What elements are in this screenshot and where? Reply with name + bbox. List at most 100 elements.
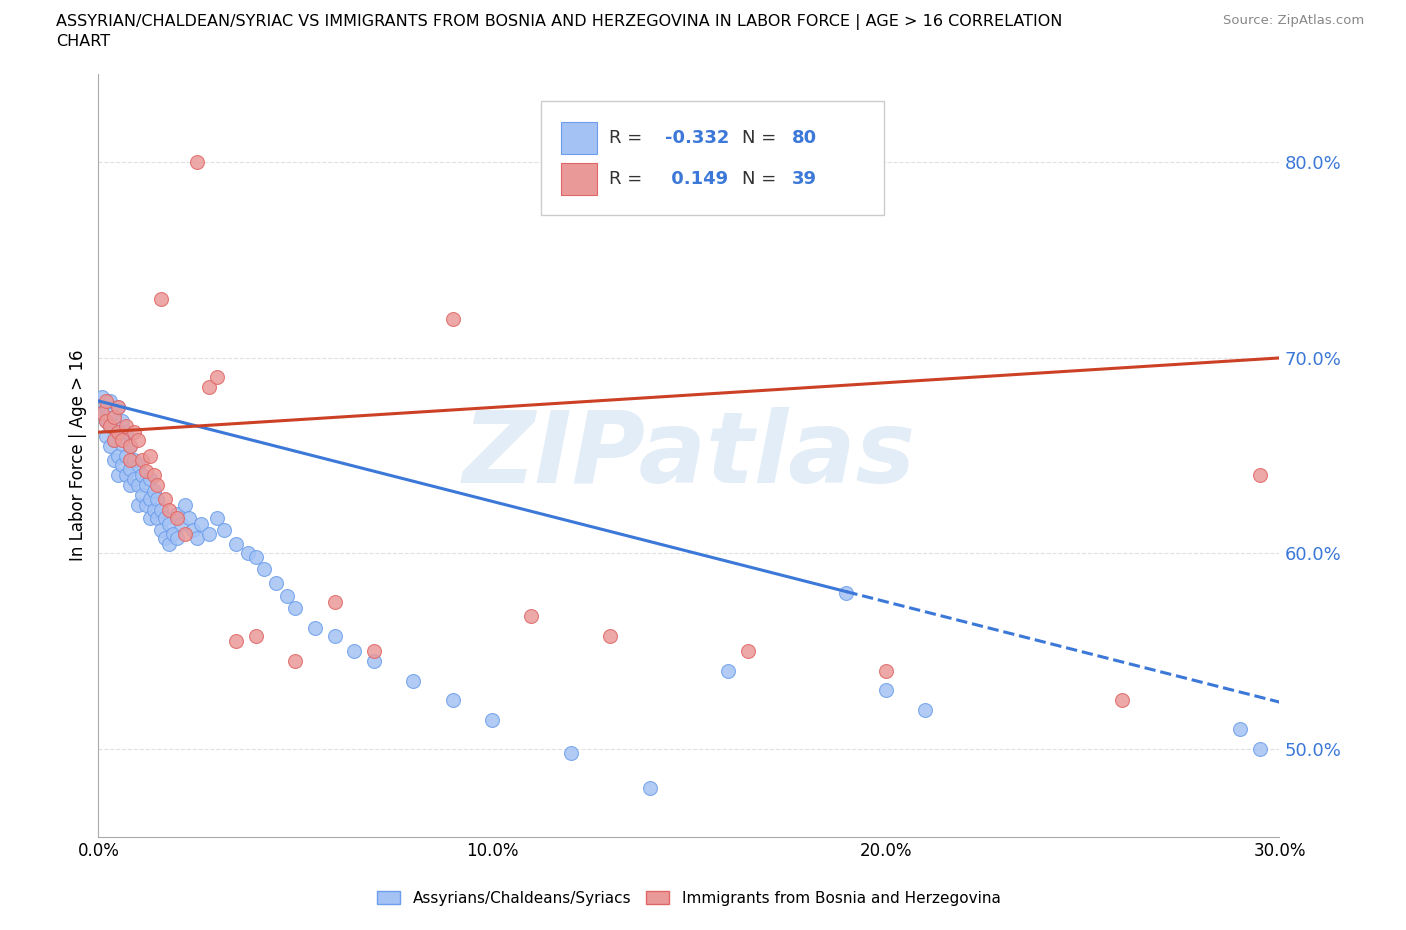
Point — [363, 644, 385, 658]
Point — [186, 530, 208, 545]
Point — [107, 468, 129, 483]
Point — [1111, 693, 1133, 708]
Text: R =: R = — [609, 170, 648, 188]
Y-axis label: In Labor Force | Age > 16: In Labor Force | Age > 16 — [69, 350, 87, 562]
Point — [96, 413, 118, 428]
Point — [115, 425, 138, 440]
Point — [96, 393, 118, 408]
Point — [107, 425, 129, 440]
Point — [402, 673, 425, 688]
Point — [146, 491, 169, 506]
Point — [103, 409, 125, 424]
Point — [107, 399, 129, 414]
Text: Source: ZipAtlas.com: Source: ZipAtlas.com — [1223, 14, 1364, 27]
Point — [638, 780, 661, 795]
Point — [186, 155, 208, 170]
Point — [138, 448, 160, 463]
Point — [599, 628, 621, 643]
Point — [142, 484, 165, 498]
Point — [225, 537, 247, 551]
Text: CHART: CHART — [56, 34, 110, 49]
Point — [127, 478, 149, 493]
Point — [91, 405, 114, 420]
Point — [138, 472, 160, 486]
Point — [304, 620, 326, 635]
Point — [1249, 468, 1271, 483]
Point — [91, 405, 114, 420]
Point — [142, 468, 165, 483]
Point — [111, 432, 134, 447]
FancyBboxPatch shape — [561, 123, 596, 154]
Point — [737, 644, 759, 658]
Point — [323, 595, 346, 610]
Point — [138, 511, 160, 525]
Point — [343, 644, 366, 658]
Point — [170, 517, 193, 532]
Point — [190, 517, 212, 532]
Point — [122, 452, 145, 467]
Point — [103, 409, 125, 424]
Point — [98, 393, 121, 408]
Point — [96, 413, 118, 428]
Text: ZIPatlas: ZIPatlas — [463, 407, 915, 504]
Legend: Assyrians/Chaldeans/Syriacs, Immigrants from Bosnia and Herzegovina: Assyrians/Chaldeans/Syriacs, Immigrants … — [377, 891, 1001, 906]
Point — [118, 438, 141, 453]
Text: N =: N = — [742, 129, 782, 148]
Point — [155, 530, 177, 545]
Point — [111, 436, 134, 451]
Point — [146, 478, 169, 493]
Point — [131, 468, 153, 483]
Point — [103, 432, 125, 447]
Point — [146, 511, 169, 525]
Point — [284, 654, 307, 669]
Point — [166, 511, 188, 525]
Point — [1229, 722, 1251, 737]
Text: -0.332: -0.332 — [665, 129, 730, 148]
Point — [155, 491, 177, 506]
Point — [205, 511, 228, 525]
Point — [98, 418, 121, 433]
Point — [107, 425, 129, 440]
Point — [118, 478, 141, 493]
Point — [138, 491, 160, 506]
Point — [245, 550, 267, 565]
Point — [875, 683, 897, 698]
Point — [1249, 741, 1271, 756]
Point — [107, 448, 129, 463]
Text: N =: N = — [742, 170, 782, 188]
Point — [157, 537, 180, 551]
Point — [111, 458, 134, 473]
Point — [135, 464, 157, 479]
Point — [225, 634, 247, 649]
Point — [177, 511, 200, 525]
Point — [115, 418, 138, 433]
Point — [150, 523, 173, 538]
Point — [98, 418, 121, 433]
Point — [323, 628, 346, 643]
Point — [131, 452, 153, 467]
Point — [157, 503, 180, 518]
Point — [118, 438, 141, 453]
Point — [835, 585, 858, 600]
Point — [481, 712, 503, 727]
Point — [111, 413, 134, 428]
Point — [236, 546, 259, 561]
Point — [875, 663, 897, 678]
Point — [245, 628, 267, 643]
Point — [122, 472, 145, 486]
Point — [96, 429, 118, 444]
Point — [363, 654, 385, 669]
Point — [914, 702, 936, 717]
Point — [197, 526, 219, 541]
Point — [166, 530, 188, 545]
Point — [166, 507, 188, 522]
Point — [520, 608, 543, 623]
Point — [264, 576, 287, 591]
Point — [441, 693, 464, 708]
Point — [127, 498, 149, 512]
Point — [284, 601, 307, 616]
Point — [441, 312, 464, 326]
Point — [118, 462, 141, 477]
Point — [122, 425, 145, 440]
Point — [717, 663, 740, 678]
